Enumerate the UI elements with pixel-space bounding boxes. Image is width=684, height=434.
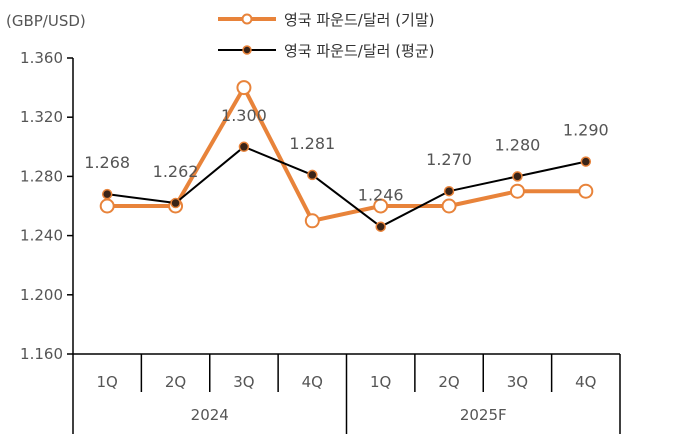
x-tick-label: 3Q [507,373,528,391]
legend-item-average: 영국 파운드/달러 (평균) [218,42,435,60]
data-label: 1.268 [84,153,130,172]
series-layer [99,80,594,232]
x-tick-label: 1Q [370,373,391,391]
data-point-영국-파운드/달러-평균 [580,156,592,167]
x-group-label: 2024 [191,406,229,424]
y-tick-label: 1.280 [20,167,63,185]
data-point-영국-파운드/달러-평균 [307,169,318,181]
x-tick-label: 2Q [438,373,459,391]
data-point-영국-파운드/달러-기말 [373,198,389,214]
data-label: 1.281 [289,134,335,153]
legend-label-average: 영국 파운드/달러 (평균) [284,42,435,60]
data-label: 1.246 [358,186,404,205]
legend-label-year-end: 영국 파운드/달러 (기말) [284,11,435,29]
data-labels: 1.268 1.262 1.300 1.281 1.246 1.270 1.280 1.290 [84,106,608,205]
data-point-영국-파운드/달러-기말 [236,80,252,96]
y-tick-label: 1.320 [20,108,63,126]
data-label: 1.280 [495,135,541,154]
y-tick-label: 1.160 [20,345,63,363]
data-point-영국-파운드/달러-평균 [512,171,523,182]
data-label: 1.290 [563,121,609,140]
data-point-영국-파운드/달러-평균 [170,197,181,209]
x-tick-label: 3Q [233,373,254,391]
y-tick-label: 1.240 [20,227,63,245]
data-point-영국-파운드/달러-기말 [509,183,525,199]
y-axis-ticks: 1.360 1.320 1.280 1.240 1.200 1.160 [20,49,73,363]
data-point-영국-파운드/달러-기말 [578,183,594,199]
data-point-영국-파운드/달러-기말 [441,198,457,214]
data-label: 1.270 [426,150,472,169]
x-tick-label: 2Q [165,373,186,391]
legend-marker-average [242,45,252,55]
legend-item-year-end: 영국 파운드/달러 (기말) [218,11,435,29]
x-tick-label: 4Q [302,373,323,391]
y-tick-label: 1.360 [20,49,63,67]
series-line-영국-파운드/달러-기말 [107,85,586,223]
x-group-label: 2025F [460,406,507,424]
y-tick-label: 1.200 [20,286,63,304]
legend-marker-year-end [241,13,253,25]
y-axis-unit: (GBP/USD) [6,12,86,30]
series-line-영국-파운드/달러-평균 [107,145,587,228]
data-point-영국-파운드/달러-평균 [443,185,455,197]
x-tick-label: 4Q [575,373,596,391]
legend: 영국 파운드/달러 (기말) 영국 파운드/달러 (평균) [218,11,435,60]
data-label: 1.262 [153,162,199,181]
data-label: 1.300 [221,106,267,125]
data-point-영국-파운드/달러-평균 [101,188,113,200]
data-point-영국-파운드/달러-평균 [375,221,386,232]
data-point-영국-파운드/달러-기말 [304,213,320,229]
data-point-영국-파운드/달러-기말 [99,198,115,214]
data-point-영국-파운드/달러-평균 [238,141,250,153]
x-tick-label: 1Q [97,373,118,391]
x-axis: 1Q 2Q 3Q 4Q 1Q 2Q 3Q 4Q 2024 2025F [72,354,621,434]
